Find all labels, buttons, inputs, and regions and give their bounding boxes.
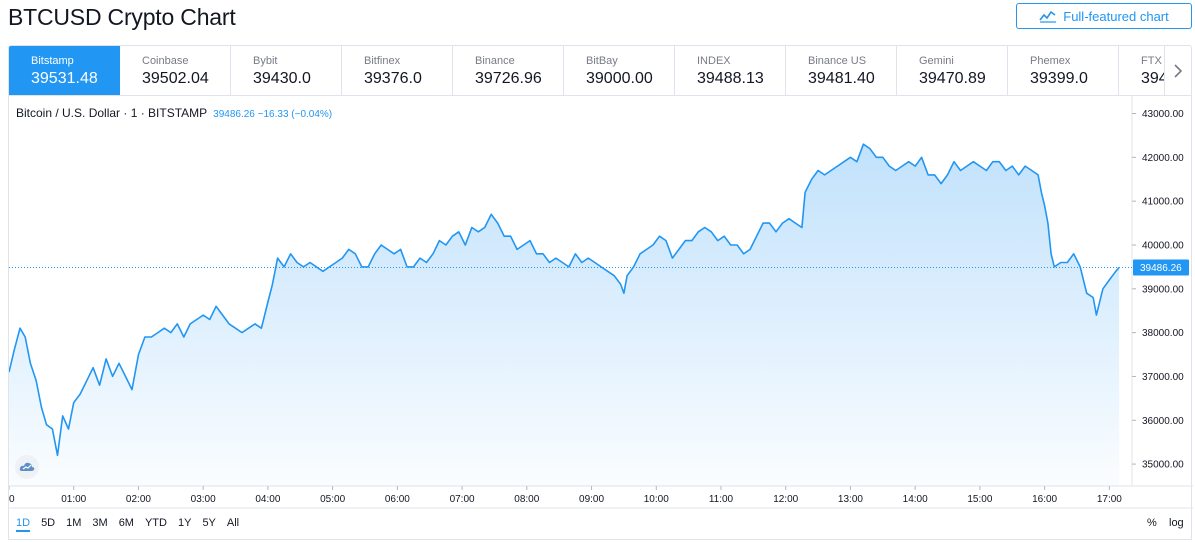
full-featured-chart-button[interactable]: Full-featured chart bbox=[1016, 3, 1192, 29]
exchange-tab-binance[interactable]: Binance 39726.96 bbox=[453, 46, 564, 95]
timeframe-bar: 1D 5D 1M 3M 6M YTD 1Y 5Y All bbox=[16, 517, 250, 532]
exchange-name: BitBay bbox=[586, 55, 618, 67]
x-tick-label: 17:00 bbox=[1097, 494, 1122, 505]
x-tick-label: 05:00 bbox=[320, 494, 345, 505]
exchange-name: Bybit bbox=[253, 55, 278, 67]
y-tick-label: 35000.00 bbox=[1142, 460, 1184, 471]
exchange-tabs: Bitstamp 39531.48 Coinbase 39502.04 Bybi… bbox=[8, 45, 1192, 96]
x-tick-label: 08:00 bbox=[514, 494, 539, 505]
y-tick-label: 40000.00 bbox=[1142, 240, 1184, 251]
exchange-name: Coinbase bbox=[142, 55, 189, 67]
chart-icon bbox=[1039, 10, 1057, 23]
y-tick-label: 43000.00 bbox=[1142, 109, 1184, 120]
symbol-label: Bitcoin / U.S. Dollar · 1 · BITSTAMP bbox=[16, 106, 208, 120]
exchange-price: 39481.40 bbox=[808, 70, 875, 87]
tradingview-logo-button[interactable] bbox=[15, 455, 39, 479]
exchange-tab-binance-us[interactable]: Binance US 39481.40 bbox=[786, 46, 897, 95]
exchange-tab-bybit[interactable]: Bybit 39430.0 bbox=[231, 46, 342, 95]
exchange-tab-gemini[interactable]: Gemini 39470.89 bbox=[897, 46, 1008, 95]
x-tick-label: 07:00 bbox=[450, 494, 475, 505]
chart-legend: Bitcoin / U.S. Dollar · 1 · BITSTAMP 3948… bbox=[16, 106, 332, 120]
exchange-tab-phemex[interactable]: Phemex 39399.0 bbox=[1008, 46, 1119, 95]
timeframe-1m[interactable]: 1M bbox=[66, 517, 82, 529]
x-tick-label: 09:00 bbox=[579, 494, 604, 505]
x-tick-label: 14:00 bbox=[903, 494, 928, 505]
exchange-tab-bitfinex[interactable]: Bitfinex 39376.0 bbox=[342, 46, 453, 95]
x-tick-label: 03:00 bbox=[191, 494, 216, 505]
page-title: BTCUSD Crypto Chart bbox=[8, 4, 236, 30]
chevron-right-icon bbox=[1174, 63, 1183, 78]
exchange-price: 39430.0 bbox=[253, 70, 311, 87]
quote-label: 39486.26 −16.33 (−0.04%) bbox=[213, 109, 333, 120]
percent-scale-toggle[interactable]: % bbox=[1147, 517, 1157, 529]
exchange-price: 39376.0 bbox=[364, 70, 422, 87]
exchange-price: 39502.04 bbox=[142, 70, 209, 87]
x-tick-label: 11:00 bbox=[709, 494, 734, 505]
exchange-tab-bitbay[interactable]: BitBay 39000.00 bbox=[564, 46, 675, 95]
x-tick-label: 06:00 bbox=[385, 494, 410, 505]
x-tick-label: 04:00 bbox=[255, 494, 280, 505]
x-tick-label: 10:00 bbox=[644, 494, 669, 505]
x-tick-label: 01:00 bbox=[61, 494, 86, 505]
y-tick-label: 42000.00 bbox=[1142, 153, 1184, 164]
exchange-price: 39399.0 bbox=[1030, 70, 1088, 87]
exchange-name: Phemex bbox=[1030, 55, 1071, 67]
y-tick-label: 38000.00 bbox=[1142, 328, 1184, 339]
x-tick-label: 12:00 bbox=[773, 494, 798, 505]
y-tick-label: 36000.00 bbox=[1142, 416, 1184, 427]
y-tick-label: 37000.00 bbox=[1142, 372, 1184, 383]
exchange-name: Bitstamp bbox=[31, 55, 74, 67]
price-area-fill bbox=[9, 144, 1120, 486]
timeframe-5y[interactable]: 5Y bbox=[202, 517, 216, 529]
exchange-name: Gemini bbox=[919, 55, 954, 67]
price-line bbox=[9, 143, 1120, 457]
exchange-name: INDEX bbox=[697, 55, 731, 67]
timeframe-1y[interactable]: 1Y bbox=[177, 517, 192, 529]
cloud-chart-icon bbox=[19, 462, 35, 471]
scroll-right-button[interactable] bbox=[1164, 46, 1191, 95]
exchange-name: Binance bbox=[475, 55, 515, 67]
y-tick-label: 39000.00 bbox=[1142, 284, 1184, 295]
exchange-price: 39531.48 bbox=[31, 70, 98, 87]
timeframe-ytd[interactable]: YTD bbox=[144, 517, 167, 529]
x-tick-label: 16:00 bbox=[1032, 494, 1057, 505]
timeframe-5d[interactable]: 5D bbox=[41, 517, 56, 529]
timeframe-3m[interactable]: 3M bbox=[92, 517, 108, 529]
last-price-label: 39486.26 bbox=[1140, 263, 1182, 274]
exchange-tab-coinbase[interactable]: Coinbase 39502.04 bbox=[120, 46, 231, 95]
timeframe-1d[interactable]: 1D bbox=[16, 517, 31, 532]
x-tick-label: 0 bbox=[9, 494, 15, 505]
exchange-name: Bitfinex bbox=[364, 55, 401, 67]
exchange-price: 39470.89 bbox=[919, 70, 986, 87]
last-price-badge bbox=[1133, 259, 1189, 276]
timeframe-6m[interactable]: 6M bbox=[118, 517, 134, 529]
exchange-price: 39726.96 bbox=[475, 70, 542, 87]
x-tick-label: 15:00 bbox=[967, 494, 992, 505]
exchange-tab-bitstamp[interactable]: Bitstamp 39531.48 bbox=[9, 46, 120, 95]
price-chart[interactable]: 35000.00 36000.00 37000.00 38000.00 39000.00… bbox=[9, 96, 1193, 540]
chart-panel: 35000.00 36000.00 37000.00 38000.00 39000.00… bbox=[8, 96, 1193, 540]
exchange-name: FTX bbox=[1141, 55, 1162, 67]
exchange-price: 39488.13 bbox=[697, 70, 764, 87]
x-tick-label: 13:00 bbox=[838, 494, 863, 505]
exchange-name: Binance US bbox=[808, 55, 867, 67]
log-scale-toggle[interactable]: log bbox=[1169, 517, 1184, 529]
exchange-price: 39000.00 bbox=[586, 70, 653, 87]
exchange-tab-index[interactable]: INDEX 39488.13 bbox=[675, 46, 786, 95]
full-featured-label: Full-featured chart bbox=[1063, 8, 1169, 24]
timeframe-all[interactable]: All bbox=[226, 517, 240, 529]
y-tick-label: 41000.00 bbox=[1142, 197, 1184, 208]
x-tick-label: 02:00 bbox=[126, 494, 151, 505]
